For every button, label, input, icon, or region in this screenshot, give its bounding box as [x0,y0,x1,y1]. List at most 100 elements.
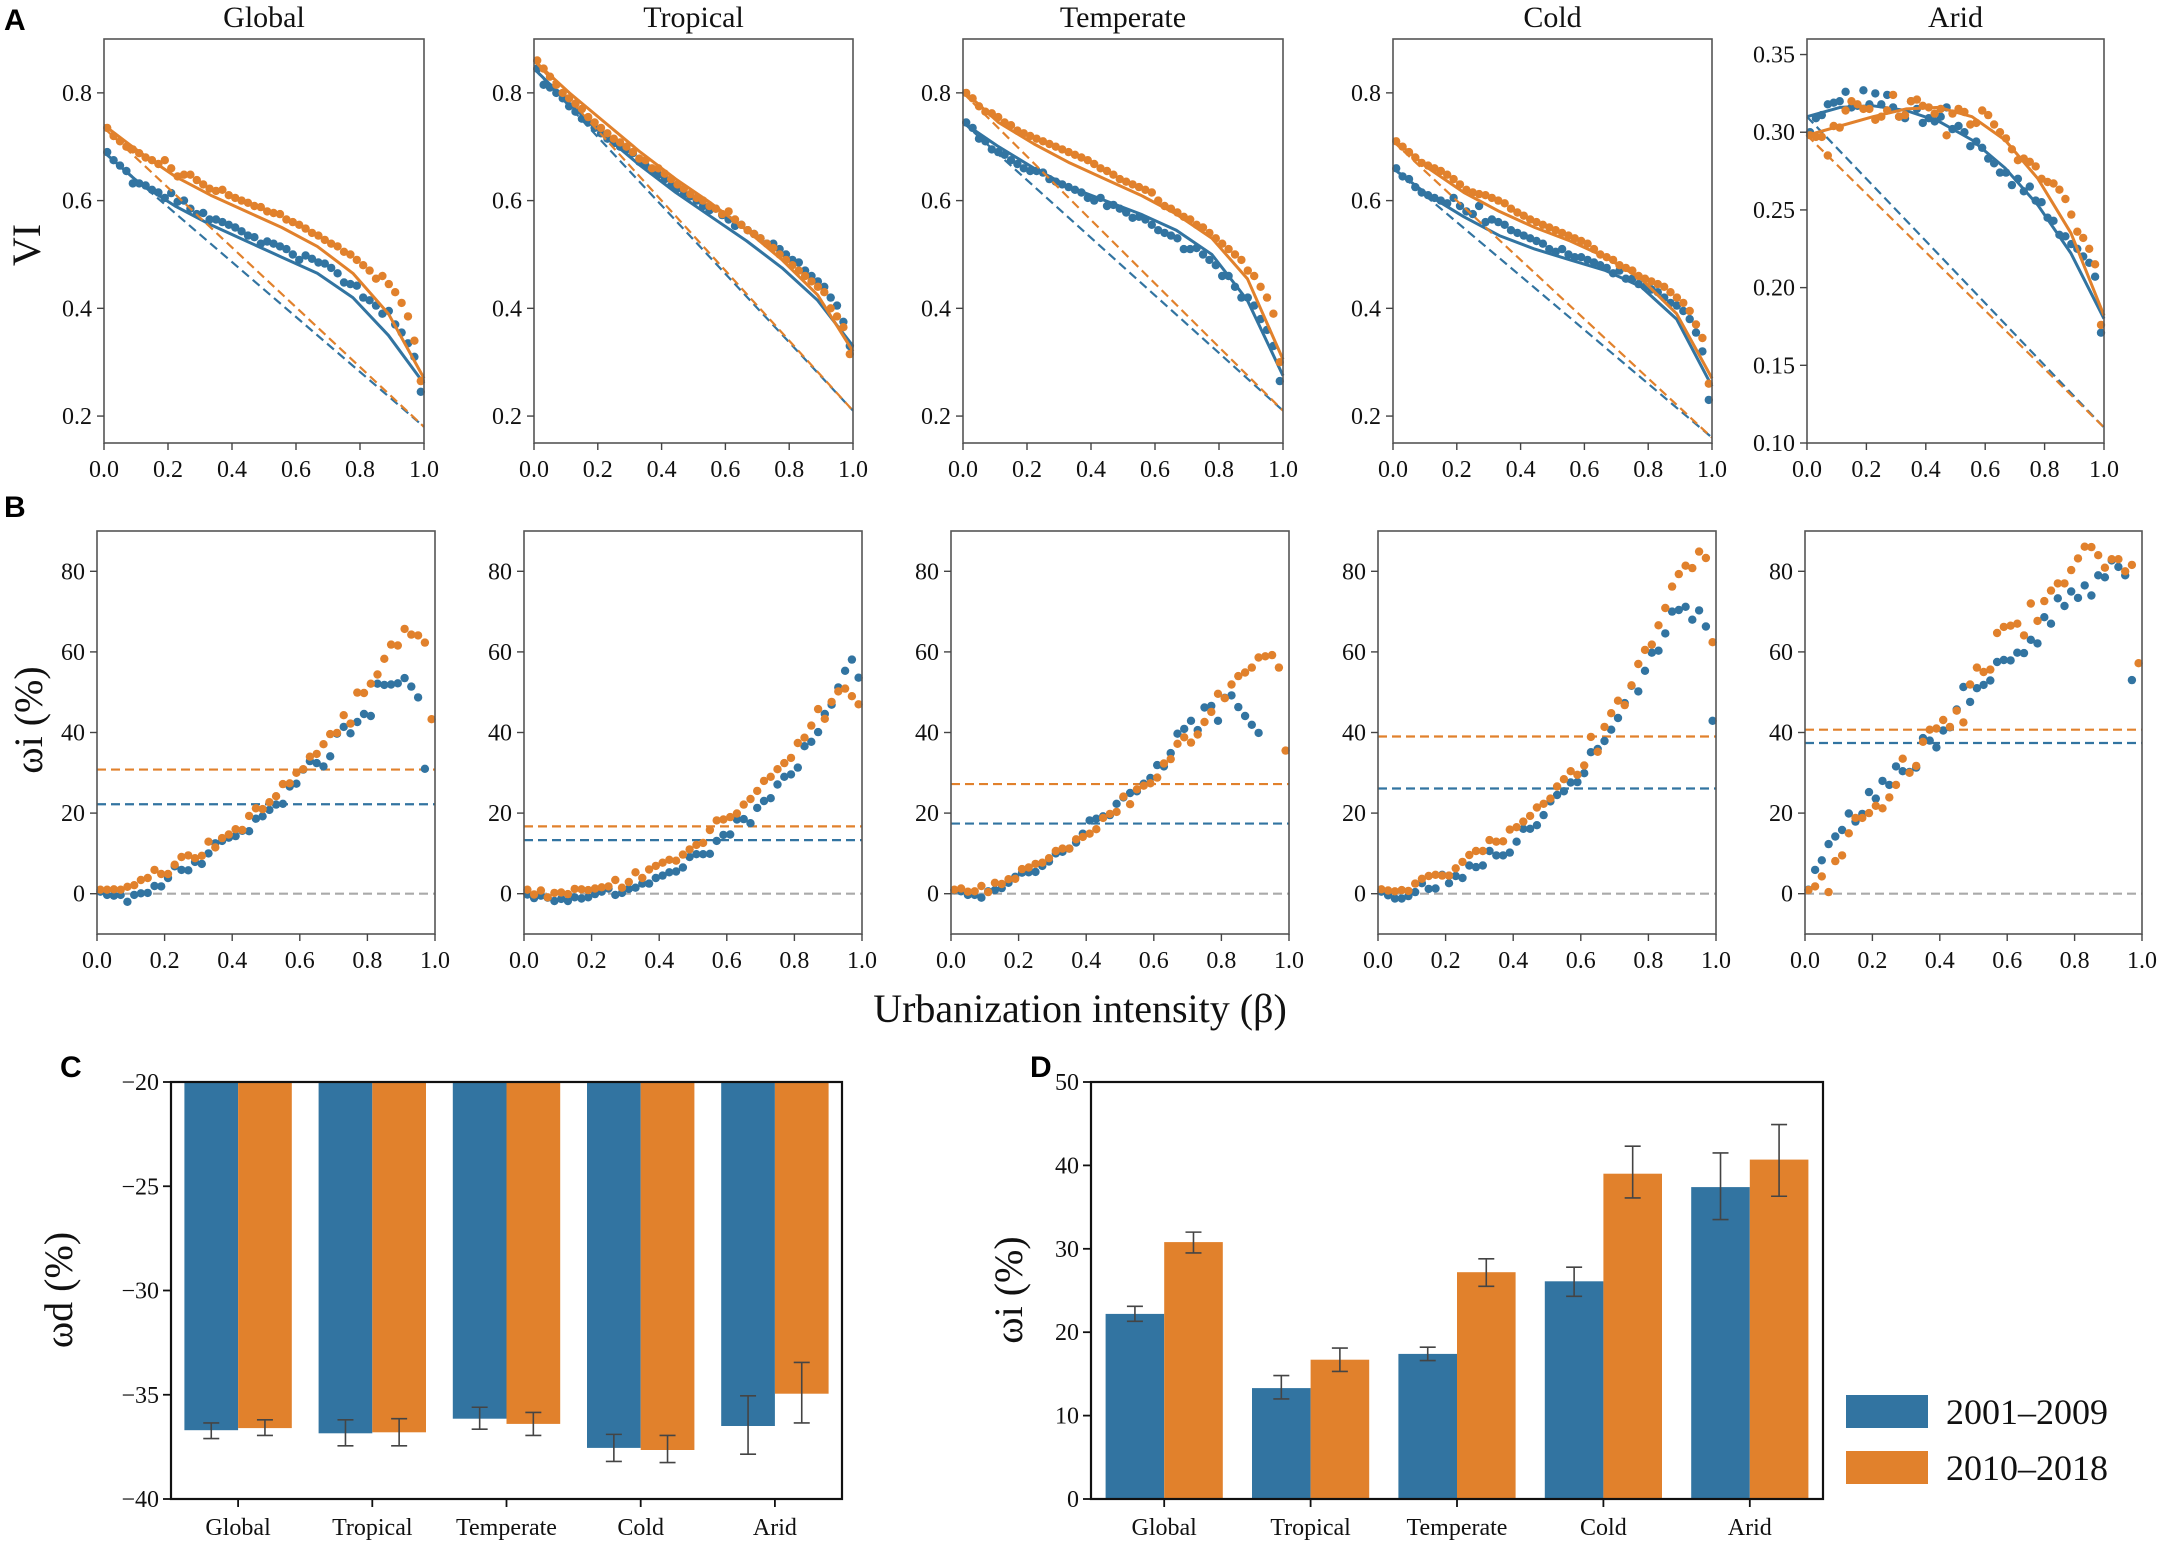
panel-a-xtick-label: 0.8 [1204,457,1234,483]
bar [318,1082,373,1434]
panel-c: Global Tropical Temperate Cold Arid −40 −35 −30… [121,1070,844,1541]
data-point [2114,555,2123,564]
data-point [1250,301,1259,310]
data-point [1602,253,1611,262]
panel-a-subplot-temperate: Temperate 0.0 0.2 0.4 0.6 0.8 1.0 0.2 0.4 0.6 0.8 [921,1,1298,483]
data-point [1679,306,1688,316]
data-point [1468,209,1478,219]
panel-a-ytick-label: 0.4 [62,296,92,322]
data-point [536,886,546,895]
data-point [130,890,139,900]
data-point [1930,109,1939,118]
data-point [1513,208,1522,217]
data-point [2006,656,2015,665]
data-point [1864,808,1874,818]
data-point [319,762,328,771]
data-point [1660,282,1669,291]
data-point [1891,762,1901,771]
panel-c-ylabel-text: ωd (%) [36,1232,81,1348]
data-point [840,684,850,693]
data-point [557,894,566,904]
data-point [319,740,328,749]
data-point [1634,687,1643,696]
data-point [103,123,112,133]
bar [506,1082,561,1424]
data-point [1198,223,1208,232]
data-point [1000,118,1009,127]
data-point [2067,565,2076,575]
data-point [718,209,727,219]
panel-letter-d: D [1030,1051,1052,1084]
data-point [1628,266,1637,275]
data-point [1960,107,1969,117]
panel-a-ytick-label: 0.6 [62,189,92,215]
data-point [1038,858,1047,867]
data-point [211,843,220,852]
legend: 2001–2009 2010–2018 [1846,1392,2108,1488]
data-point [332,728,342,738]
data-point [1109,170,1118,179]
panel-b-ytick-label: 60 [915,640,939,666]
data-point [1992,657,2002,667]
data-point [1545,244,1554,254]
data-point [269,208,278,218]
data-point [407,682,416,691]
data-point [1147,220,1157,229]
data-point [1092,814,1101,823]
data-point [1186,244,1195,254]
panel-b-xtick-label: 0.4 [1071,948,1101,974]
axes-frame [950,530,1290,935]
data-point [543,893,552,902]
data-point [269,239,278,248]
panel-a-xtick-label: 1.0 [1697,457,1727,483]
data-point [705,849,715,858]
data-point [671,867,681,876]
data-point [199,180,208,189]
category-label: Arid [1728,1515,1772,1541]
data-point [1930,117,1939,126]
data-point [1942,131,1951,140]
data-point [1417,188,1426,197]
data-point [1688,615,1697,624]
data-point [2013,174,2023,183]
data-point [2013,648,2022,657]
data-point [990,878,1000,887]
data-point [679,184,689,193]
data-point [1960,128,1969,137]
data-point [320,259,329,268]
data-point [380,680,389,690]
data-point [1883,106,1892,115]
panel-b-xtick-label: 1.0 [1274,948,1304,974]
panel-a-ytick-label: 0.8 [492,81,522,107]
panel-b-xtick-label: 1.0 [420,948,450,974]
data-point [1449,174,1458,184]
data-point [1532,236,1541,246]
data-point [278,779,288,789]
data-point [1506,204,1516,213]
data-point [1125,788,1135,798]
category-label: Tropical [332,1515,413,1541]
data-point [739,814,748,824]
panel-b-xtick-label: 0.6 [285,948,315,974]
data-point [550,888,559,898]
category-label: Global [1132,1515,1198,1541]
data-point [1519,211,1529,220]
panel-a-xtick-label: 0.4 [1911,457,1941,483]
panel-letter-b: B [4,491,26,524]
data-point [167,188,176,198]
panel-a-ytick-label: 0.6 [492,189,522,215]
data-point [1122,208,1131,217]
data-point [1694,547,1704,556]
data-point [420,638,430,647]
data-point [974,102,984,111]
data-point [288,250,297,259]
data-point [1519,817,1528,826]
panel-b-xtick-label: 0.6 [1566,948,1596,974]
data-point [1513,228,1522,238]
panel-b-xtick-label: 0.8 [352,948,382,974]
data-point [1602,263,1611,273]
panel-a-xtick-label: 0.2 [1442,457,1472,483]
panel-b-ytick-label: 60 [488,640,512,666]
data-point [963,887,973,896]
data-point [346,719,355,728]
